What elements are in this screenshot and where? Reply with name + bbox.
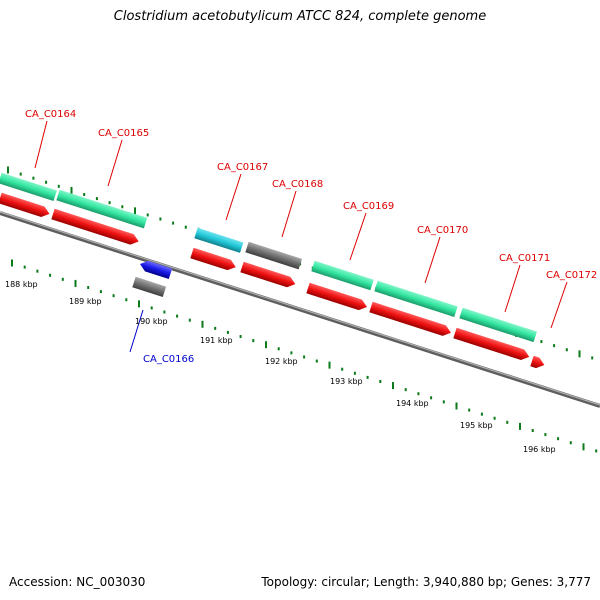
map-title: Clostridium acetobutylicum ATCC 824, com… [113,9,487,24]
gene-label[interactable]: CA_C0165 [98,128,149,139]
kbp-label: 193 kbp [330,377,363,386]
leader-line [225,173,242,221]
inner-tick-ring [11,259,598,453]
kbp-label: 189 kbp [69,297,102,306]
gene-labels: CA_C0164 CA_C0165 CA_C0166 CA_C0167 CA_C0168… [25,109,597,365]
gene-feature-ca-c0164[interactable] [0,172,57,201]
gene-feature-ca-c0165[interactable] [56,189,148,229]
cds-arrow-ca-c0166[interactable] [138,259,173,280]
leader-line [349,212,367,261]
leader-line [107,139,123,187]
cds-arrow-ca-c0170[interactable] [369,301,452,338]
gene-feature-ca-c0171[interactable] [459,307,537,343]
cds-arrow-ca-c0172[interactable] [530,355,546,370]
leader-line [129,309,144,353]
gene-label[interactable]: CA_C0164 [25,109,76,120]
gene-label[interactable]: CA_C0170 [417,225,468,236]
accession-text: Accession: NC_003030 [9,575,146,589]
kbp-label: 196 kbp [523,445,556,454]
kbp-label: 192 kbp [265,357,298,366]
cds-arrow-ca-c0165[interactable] [51,208,140,247]
gene-label[interactable]: CA_C0171 [499,253,550,264]
cds-arrow-ca-c0167[interactable] [190,247,237,273]
kbp-label: 194 kbp [396,399,429,408]
gene-feature-ca-c0169[interactable] [311,260,374,291]
leader-line [550,281,568,329]
gene-label[interactable]: CA_C0172 [546,270,597,281]
gene-feature-ca-c0166[interactable] [132,276,167,298]
gene-label[interactable]: CA_C0168 [272,179,323,190]
gene-feature-ca-c0167[interactable] [194,227,244,253]
leader-line [424,236,441,284]
gene-feature-ca-c0170[interactable] [374,280,458,317]
leader-line [504,264,521,313]
feature-track [0,172,546,370]
cds-arrow-ca-c0169[interactable] [306,282,368,312]
kbp-label: 190 kbp [135,317,168,326]
gene-feature-ca-c0168[interactable] [245,241,302,270]
kbp-label: 188 kbp [5,280,38,289]
kbp-labels: 188 kbp 189 kbp 190 kbp 191 kbp 192 kbp 193 k… [5,280,556,454]
cds-arrow-ca-c0171[interactable] [453,327,531,362]
cds-arrow-ca-c0164[interactable] [0,192,51,219]
cds-arrow-ca-c0168[interactable] [240,261,297,290]
label-leaders [34,120,568,353]
kbp-label: 191 kbp [200,336,233,345]
gene-label[interactable]: CA_C0166 [143,354,194,365]
gene-label[interactable]: CA_C0169 [343,201,394,212]
genome-summary-text: Topology: circular; Length: 3,940,880 bp… [261,575,591,589]
leader-line [281,190,297,238]
leader-line [34,120,48,169]
kbp-label: 195 kbp [460,421,493,430]
gene-label[interactable]: CA_C0167 [217,162,268,173]
genome-backbone [0,211,600,408]
